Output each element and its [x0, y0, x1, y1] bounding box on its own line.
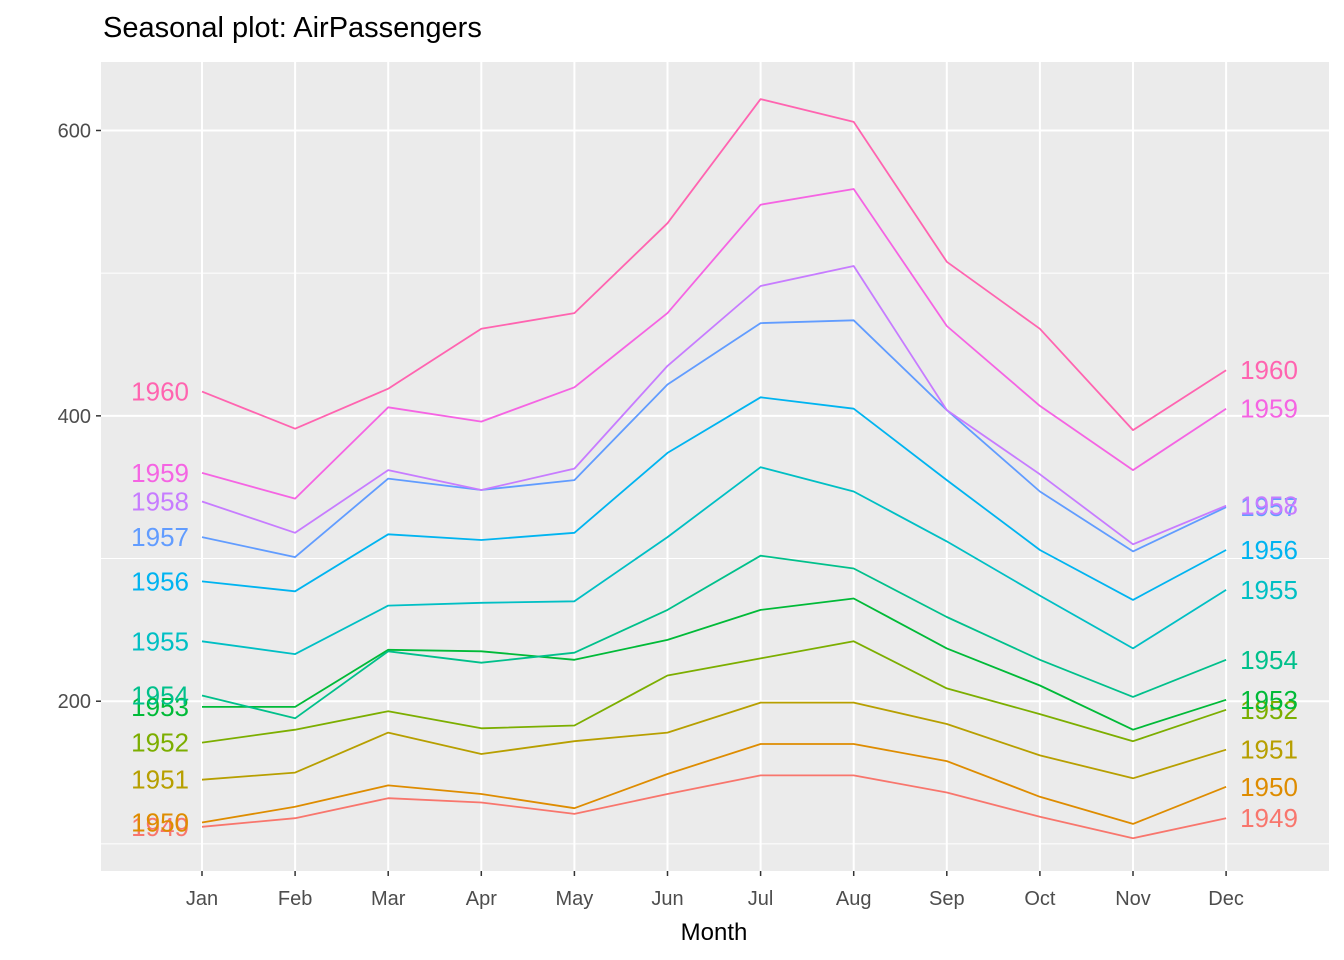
year-label-start-1957: 1957 [131, 522, 189, 552]
series-line-1949 [201, 774, 1227, 840]
series-line-1960 [201, 98, 1227, 432]
series-lines [201, 98, 1227, 840]
year-label-end-1960: 1960 [1240, 355, 1298, 385]
year-label-start-1956: 1956 [131, 566, 189, 596]
year-label-start-1953: 1953 [131, 692, 189, 722]
axis-ticks: 200 400 600 Jan Feb Mar Apr May Jun Jul Aug Sep Oct N… [58, 120, 1244, 910]
x-tick-label: May [556, 888, 594, 910]
year-label-start-1960: 1960 [131, 377, 189, 407]
x-tick-label: Sep [929, 888, 965, 910]
series-line-1951 [201, 701, 1227, 781]
x-tick-label: Aug [836, 888, 872, 910]
x-tick-label: Jan [186, 888, 218, 910]
year-label-end-1953: 1953 [1240, 685, 1298, 715]
x-tick-label: Oct [1024, 888, 1056, 910]
year-label-end-1955: 1955 [1240, 575, 1298, 605]
x-axis-title: Month [681, 919, 748, 946]
year-label-end-1956: 1956 [1240, 535, 1298, 565]
x-tick-label: Dec [1208, 888, 1244, 910]
series-line-1956 [201, 396, 1227, 601]
year-label-end-1959: 1959 [1240, 394, 1298, 424]
year-label-start-1950: 1950 [131, 807, 189, 837]
year-label-start-1951: 1951 [131, 765, 189, 795]
series-line-1952 [201, 640, 1227, 744]
x-tick-label: Mar [371, 888, 406, 910]
year-label-start-1954: 1954 [131, 681, 189, 711]
year-label-end-1952: 1952 [1240, 695, 1298, 725]
x-tick-label: Apr [466, 888, 497, 910]
x-tick-label: Feb [278, 888, 312, 910]
series-line-1955 [201, 466, 1227, 655]
series-line-1957 [201, 319, 1227, 558]
x-tick-label: Nov [1115, 888, 1151, 910]
year-label-end-1950: 1950 [1240, 772, 1298, 802]
x-tick-label: Jun [651, 888, 683, 910]
y-tick-label: 400 [58, 406, 91, 428]
y-tick-label: 200 [58, 691, 91, 713]
year-label-end-1951: 1951 [1240, 735, 1298, 765]
year-label-end-1958: 1958 [1240, 491, 1298, 521]
grid-lines [101, 62, 1329, 871]
series-line-1959 [201, 188, 1227, 500]
year-label-end-1954: 1954 [1240, 645, 1298, 675]
series-line-1954 [201, 554, 1227, 720]
x-tick-label: Jul [748, 888, 774, 910]
year-label-end-1949: 1949 [1240, 803, 1298, 833]
year-label-start-1959: 1959 [131, 458, 189, 488]
series-line-1958 [201, 265, 1227, 546]
y-tick-label: 600 [58, 120, 91, 142]
year-label-start-1949: 1949 [131, 812, 189, 842]
series-line-1953 [202, 597, 1227, 731]
series-line-1950 [201, 743, 1227, 825]
year-label-start-1952: 1952 [131, 728, 189, 758]
chart-title: Seasonal plot: AirPassengers [103, 12, 482, 44]
plot-panel [101, 62, 1329, 871]
year-label-start-1955: 1955 [131, 626, 189, 656]
year-label-end-1957: 1957 [1240, 492, 1298, 522]
year-label-start-1958: 1958 [131, 486, 189, 516]
